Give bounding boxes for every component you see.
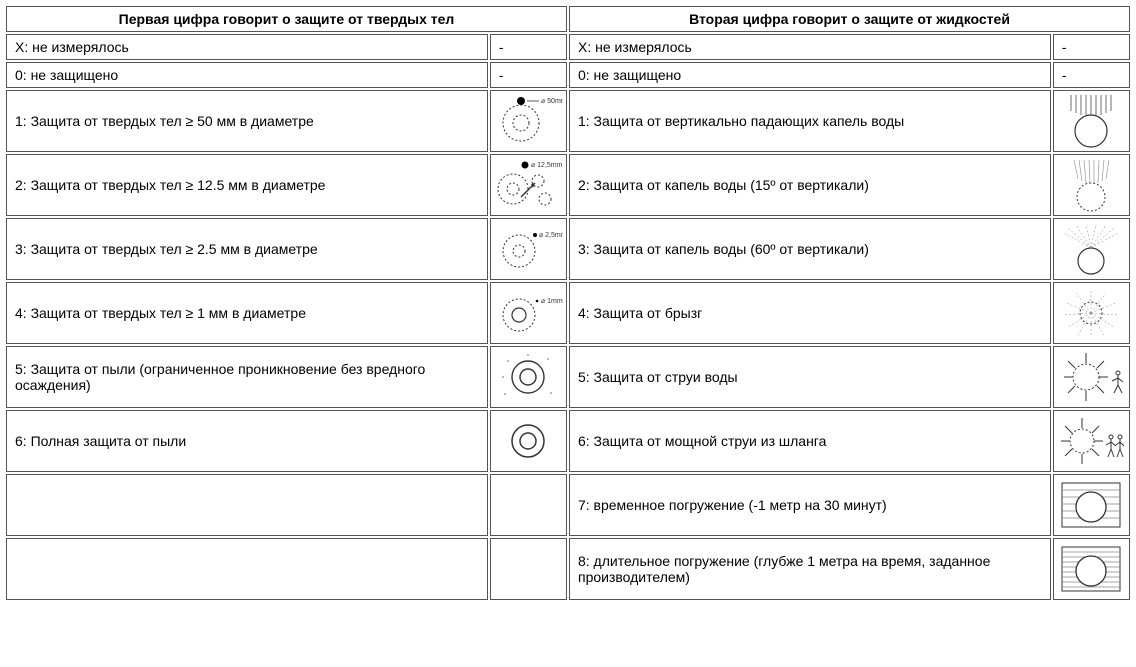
liquid-1-icon: [1053, 90, 1130, 152]
liquid-3: 3: Защита от капель воды (60º от вертика…: [569, 218, 1051, 280]
solid-8-empty: [6, 538, 488, 600]
header-solid: Первая цифра говорит о защите от твердых…: [6, 6, 567, 32]
liquid-x: X: не измерялось: [569, 34, 1051, 60]
svg-text:⌀ 50mm: ⌀ 50mm: [541, 98, 563, 105]
solid-5-icon: [490, 346, 567, 408]
liquid-2: 2: Защита от капель воды (15º от вертика…: [569, 154, 1051, 216]
liquid-8-icon: [1053, 538, 1130, 600]
liquid-6-icon: [1053, 410, 1130, 472]
liquid-1: 1: Защита от вертикально падающих капель…: [569, 90, 1051, 152]
liquid-0-icon: -: [1053, 62, 1130, 88]
liquid-x-icon: -: [1053, 34, 1130, 60]
liquid-8: 8: длительное погружение (глубже 1 метра…: [569, 538, 1051, 600]
liquid-4: 4: Защита от брызг: [569, 282, 1051, 344]
solid-2: 2: Защита от твердых тел ≥ 12.5 мм в диа…: [6, 154, 488, 216]
solid-0: 0: не защищено: [6, 62, 488, 88]
solid-6: 6: Полная защита от пыли: [6, 410, 488, 472]
solid-6-icon: [490, 410, 567, 472]
liquid-7-icon: [1053, 474, 1130, 536]
svg-text:⌀ 1mm: ⌀ 1mm: [541, 298, 563, 305]
liquid-4-icon: [1053, 282, 1130, 344]
svg-text:⌀ 2,5mm: ⌀ 2,5mm: [539, 232, 563, 239]
liquid-5: 5: Защита от струи воды: [569, 346, 1051, 408]
solid-x: X: не измерялось: [6, 34, 488, 60]
solid-7-empty: [6, 474, 488, 536]
solid-1: 1: Защита от твердых тел ≥ 50 мм в диаме…: [6, 90, 488, 152]
liquid-0: 0: не защищено: [569, 62, 1051, 88]
solid-2-icon: ⌀ 12,5mm: [490, 154, 567, 216]
solid-4-icon: ⌀ 1mm: [490, 282, 567, 344]
solid-7-icon-empty: [490, 474, 567, 536]
solid-4: 4: Защита от твердых тел ≥ 1 мм в диамет…: [6, 282, 488, 344]
liquid-7: 7: временное погружение (-1 метр на 30 м…: [569, 474, 1051, 536]
header-liquid: Вторая цифра говорит о защите от жидкост…: [569, 6, 1130, 32]
solid-0-icon: -: [490, 62, 567, 88]
liquid-5-icon: [1053, 346, 1130, 408]
liquid-2-icon: [1053, 154, 1130, 216]
liquid-3-icon: [1053, 218, 1130, 280]
liquid-6: 6: Защита от мощной струи из шланга: [569, 410, 1051, 472]
svg-text:⌀ 12,5mm: ⌀ 12,5mm: [531, 162, 563, 169]
ip-rating-table: Первая цифра говорит о защите от твердых…: [4, 4, 1132, 602]
solid-1-icon: ⌀ 50mm: [490, 90, 567, 152]
solid-8-icon-empty: [490, 538, 567, 600]
solid-5: 5: Защита от пыли (ограниченное проникно…: [6, 346, 488, 408]
solid-3: 3: Защита от твердых тел ≥ 2.5 мм в диам…: [6, 218, 488, 280]
solid-x-icon: -: [490, 34, 567, 60]
solid-3-icon: ⌀ 2,5mm: [490, 218, 567, 280]
